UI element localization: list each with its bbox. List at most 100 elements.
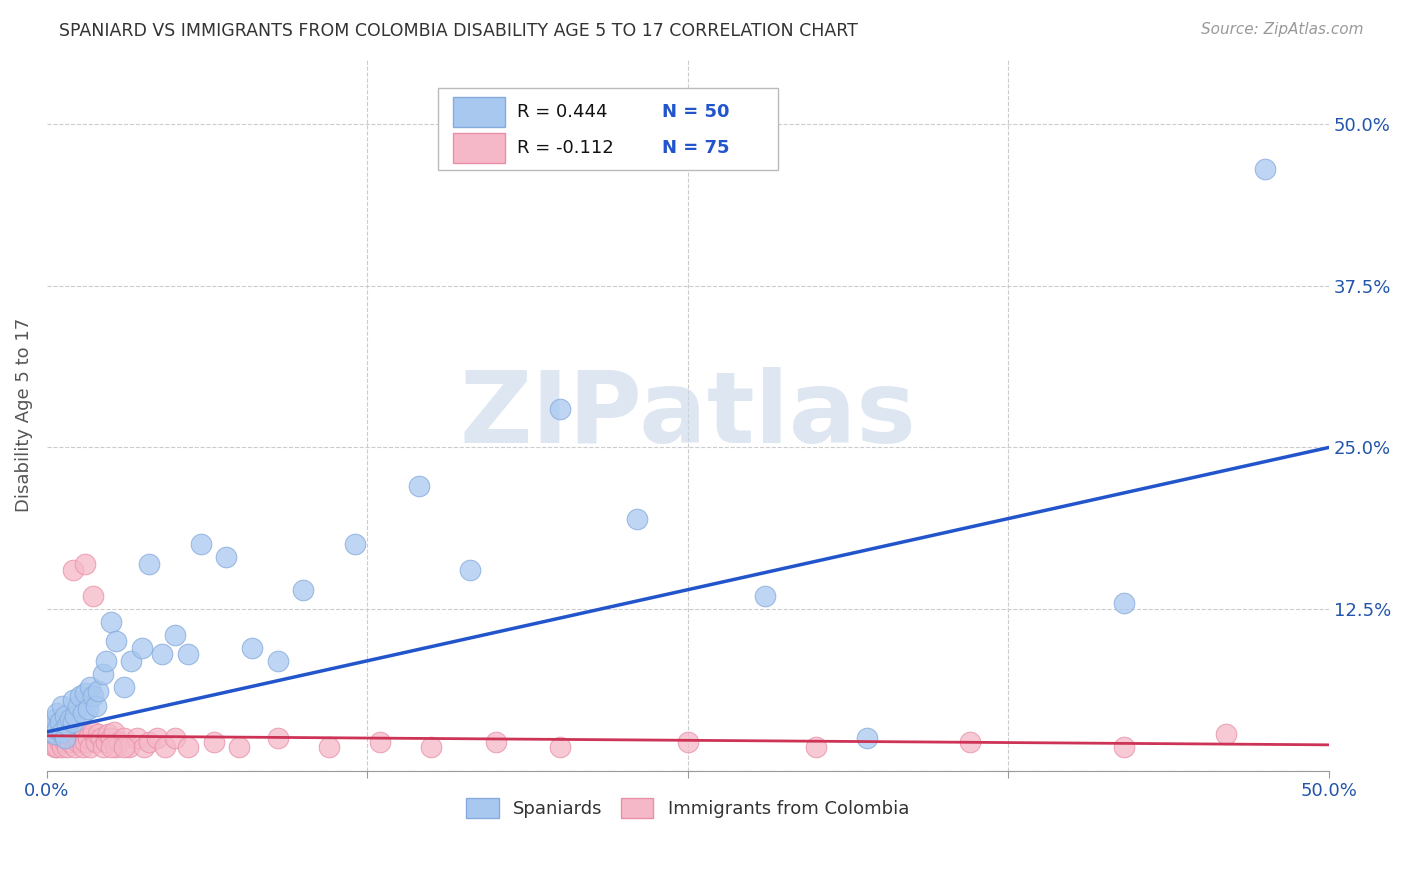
Point bbox=[48, 735, 70, 749]
Point bbox=[177, 740, 200, 755]
Point bbox=[75, 686, 97, 700]
Point bbox=[84, 699, 107, 714]
Point bbox=[318, 740, 340, 755]
Point bbox=[754, 589, 776, 603]
Point bbox=[90, 731, 112, 746]
Point bbox=[177, 648, 200, 662]
Point bbox=[266, 654, 288, 668]
Text: SPANIARD VS IMMIGRANTS FROM COLOMBIA DISABILITY AGE 5 TO 17 CORRELATION CHART: SPANIARD VS IMMIGRANTS FROM COLOMBIA DIS… bbox=[59, 22, 858, 40]
Point bbox=[190, 537, 212, 551]
Point bbox=[51, 731, 73, 746]
Point bbox=[66, 731, 89, 746]
Text: N = 75: N = 75 bbox=[662, 139, 730, 157]
Point bbox=[343, 537, 366, 551]
Point bbox=[94, 654, 117, 668]
Text: ZIPatlas: ZIPatlas bbox=[460, 367, 917, 464]
Point bbox=[44, 740, 66, 755]
Y-axis label: Disability Age 5 to 17: Disability Age 5 to 17 bbox=[15, 318, 32, 512]
Point bbox=[62, 563, 84, 577]
Point bbox=[62, 725, 84, 739]
Point bbox=[41, 723, 63, 737]
Point bbox=[368, 735, 391, 749]
Point bbox=[41, 738, 63, 752]
Point bbox=[41, 718, 63, 732]
Point bbox=[59, 712, 82, 726]
Point bbox=[46, 731, 69, 746]
Point bbox=[41, 727, 63, 741]
Point bbox=[1215, 727, 1237, 741]
Point bbox=[100, 615, 122, 629]
Point bbox=[44, 712, 66, 726]
Point bbox=[75, 735, 97, 749]
Point bbox=[48, 723, 70, 737]
Point bbox=[62, 692, 84, 706]
Text: Source: ZipAtlas.com: Source: ZipAtlas.com bbox=[1201, 22, 1364, 37]
Point bbox=[56, 740, 79, 755]
Point bbox=[107, 735, 129, 749]
Point bbox=[420, 740, 443, 755]
Point bbox=[66, 699, 89, 714]
Point bbox=[53, 735, 76, 749]
Point bbox=[1253, 162, 1275, 177]
FancyBboxPatch shape bbox=[453, 97, 505, 128]
Point bbox=[134, 740, 156, 755]
Point bbox=[53, 731, 76, 746]
Point bbox=[240, 640, 263, 655]
Point bbox=[138, 735, 160, 749]
Point bbox=[62, 731, 84, 746]
Text: R = -0.112: R = -0.112 bbox=[517, 139, 614, 157]
Point bbox=[48, 714, 70, 729]
Point bbox=[91, 740, 114, 755]
Point bbox=[46, 725, 69, 739]
Point bbox=[84, 735, 107, 749]
Point bbox=[548, 740, 571, 755]
Point bbox=[165, 731, 187, 746]
Point bbox=[266, 731, 288, 746]
Point bbox=[46, 740, 69, 755]
Point bbox=[53, 731, 76, 746]
Point bbox=[100, 731, 122, 746]
Point bbox=[97, 727, 120, 741]
Point bbox=[1112, 740, 1135, 755]
Point bbox=[69, 725, 91, 739]
Point bbox=[38, 725, 60, 739]
Point bbox=[75, 727, 97, 741]
Point bbox=[53, 727, 76, 741]
Point bbox=[56, 718, 79, 732]
Point bbox=[82, 689, 104, 703]
Point bbox=[118, 740, 141, 755]
Point bbox=[51, 725, 73, 739]
Point bbox=[56, 725, 79, 739]
Point bbox=[138, 557, 160, 571]
Point bbox=[77, 731, 100, 746]
Point bbox=[59, 727, 82, 741]
Point bbox=[82, 589, 104, 603]
Point bbox=[48, 727, 70, 741]
Point bbox=[91, 666, 114, 681]
Point bbox=[56, 731, 79, 746]
Point bbox=[63, 740, 86, 755]
Point bbox=[38, 725, 60, 739]
Point bbox=[458, 563, 481, 577]
Point bbox=[626, 511, 648, 525]
Point bbox=[69, 689, 91, 703]
Point bbox=[44, 727, 66, 741]
Point bbox=[94, 735, 117, 749]
Point bbox=[292, 582, 315, 597]
Point bbox=[44, 731, 66, 746]
Point bbox=[959, 735, 981, 749]
Point bbox=[146, 731, 169, 746]
Point bbox=[105, 740, 128, 755]
Point bbox=[548, 401, 571, 416]
Text: R = 0.444: R = 0.444 bbox=[517, 103, 607, 120]
FancyBboxPatch shape bbox=[453, 133, 505, 162]
Point bbox=[125, 731, 148, 746]
Point bbox=[59, 735, 82, 749]
Point bbox=[44, 718, 66, 732]
Point bbox=[804, 740, 827, 755]
Point bbox=[165, 628, 187, 642]
Point bbox=[53, 709, 76, 723]
Point bbox=[215, 550, 238, 565]
Point bbox=[72, 740, 94, 755]
Point bbox=[131, 640, 153, 655]
